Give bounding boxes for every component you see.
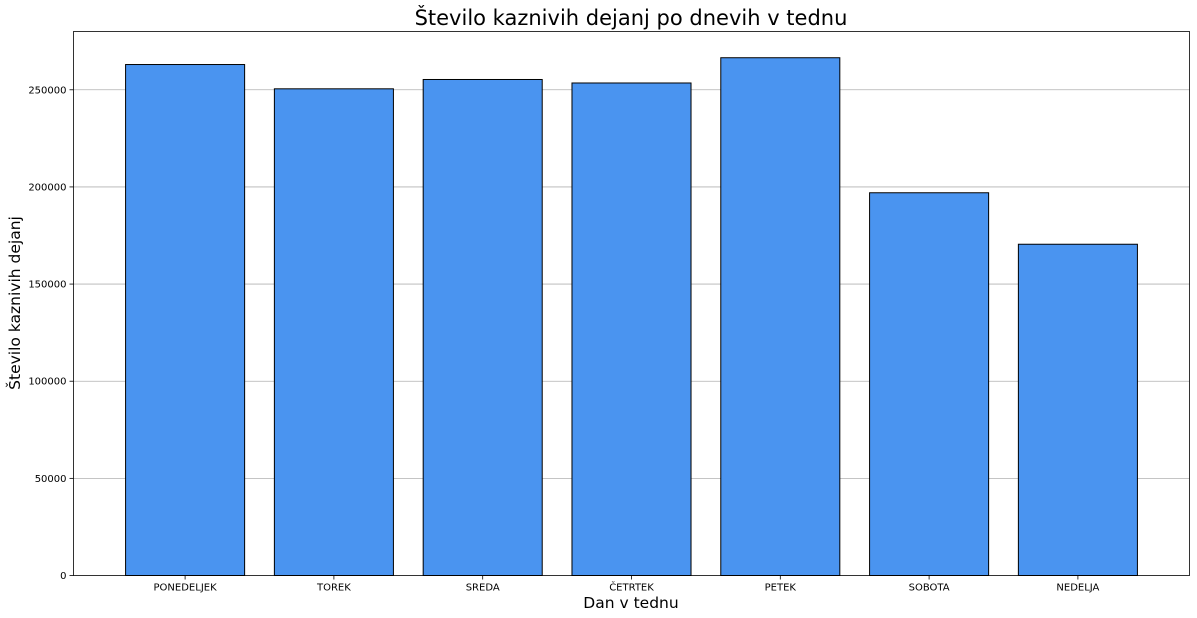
plot-frame	[73, 31, 1190, 576]
x-tick-label: PETEK	[765, 583, 797, 594]
bar-torek	[273, 88, 394, 576]
y-tick-label: 50000	[35, 474, 67, 485]
y-tick-label: 100000	[28, 377, 66, 388]
y-axis-label: Število kaznivih dejanj	[5, 216, 24, 390]
bar-sobota	[869, 192, 990, 576]
x-tick-label: ČETRTEK	[609, 581, 654, 594]
x-tick-label: NEDELJA	[1056, 583, 1099, 594]
y-tick-label: 200000	[28, 182, 66, 193]
y-tick-label: 150000	[28, 280, 66, 291]
bar-četrtek	[571, 82, 692, 576]
chart-title: Število kaznivih dejanj po dnevih v tedn…	[415, 5, 848, 30]
bar-sreda	[422, 78, 543, 576]
y-axis-ticks: 0 50000 100000 150000 200000 250000	[28, 85, 74, 582]
x-tick-label: TOREK	[316, 583, 351, 594]
x-axis-label: Dan v tednu	[583, 594, 678, 612]
bar-petek	[720, 57, 841, 576]
bars	[125, 57, 1138, 577]
y-tick-label: 0	[60, 571, 66, 582]
x-tick-label: SOBOTA	[909, 583, 950, 594]
bar-nedelja	[1017, 243, 1138, 576]
y-tick-label: 250000	[28, 85, 66, 96]
x-axis-ticks: PONEDELJEK TOREK SREDA ČETRTEK PETEK SOBOTA NE…	[154, 575, 1100, 594]
bar-ponedeljek	[125, 64, 246, 577]
x-tick-label: SREDA	[466, 583, 500, 594]
x-tick-label: PONEDELJEK	[154, 583, 218, 594]
